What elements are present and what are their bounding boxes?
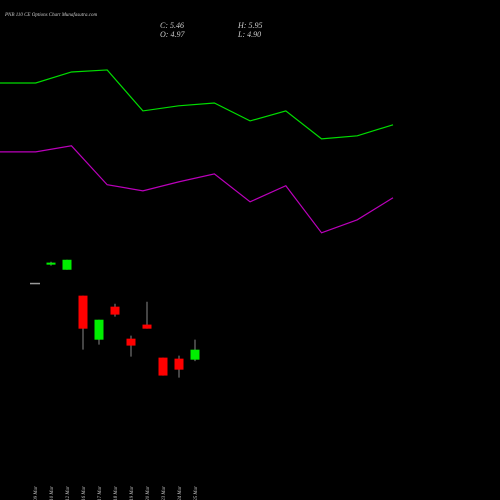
candle-body xyxy=(62,259,72,270)
candle-body xyxy=(94,319,104,340)
x-tick-label: 18 Mar xyxy=(114,486,119,500)
candle-body xyxy=(46,262,56,265)
candle-body xyxy=(30,282,40,285)
candle-body xyxy=(78,295,88,329)
candle-body xyxy=(190,349,200,360)
candle-body xyxy=(110,306,120,315)
x-tick-label: 16 Mar xyxy=(82,486,87,500)
x-tick-label: 12 Mar xyxy=(66,486,71,500)
indicator-line xyxy=(0,145,394,234)
x-tick-label: 09 Mar xyxy=(34,486,39,500)
x-tick-label: 25 Mar xyxy=(194,486,199,500)
candle-body xyxy=(158,357,168,376)
indicator-line xyxy=(0,69,394,140)
candle-body xyxy=(142,324,152,329)
candle-body xyxy=(174,358,184,370)
open-label: O: 4.97 xyxy=(160,30,185,39)
low-label: L: 4.90 xyxy=(237,30,261,39)
x-tick-label: 20 Mar xyxy=(146,486,151,500)
candle-body xyxy=(126,338,136,346)
x-tick-label: 10 Mar xyxy=(50,486,55,500)
chart-title: PNB 110 CE Options Chart Munafasutra.com xyxy=(4,13,98,18)
x-tick-label: 23 Mar xyxy=(162,486,167,500)
close-label: C: 5.46 xyxy=(160,21,184,30)
x-tick-label: 17 Mar xyxy=(98,486,103,500)
x-tick-label: 24 Mar xyxy=(178,486,183,500)
x-tick-label: 19 Mar xyxy=(130,486,135,500)
high-label: H: 5.95 xyxy=(237,21,262,30)
